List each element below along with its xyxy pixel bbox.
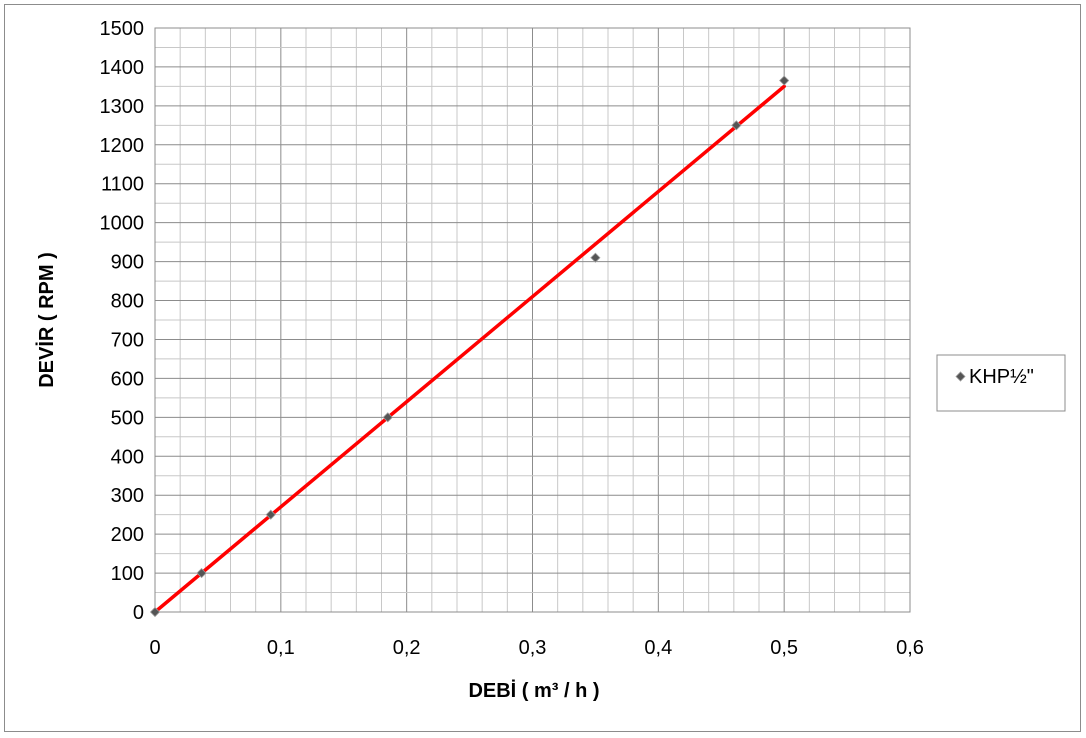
x-tick-label: 0,3 (519, 637, 547, 659)
x-tick-label: 0,5 (770, 637, 798, 659)
y-tick-label: 1000 (100, 213, 145, 235)
data-point-diamond (779, 75, 790, 86)
data-point-diamond (196, 568, 207, 579)
data-point-diamond (590, 252, 601, 263)
y-tick-label: 700 (111, 329, 144, 351)
y-tick-label: 1300 (100, 96, 145, 118)
y-tick-label: 500 (111, 407, 144, 429)
y-tick-label: 1100 (101, 174, 144, 196)
legend-series-label: KHP½" (969, 366, 1034, 388)
data-points (149, 75, 790, 618)
y-tick-label: 400 (111, 446, 144, 468)
x-tick-label: 0,2 (393, 637, 421, 659)
linear-trendline (153, 84, 786, 614)
y-tick-label: 300 (111, 485, 144, 507)
y-tick-label: 600 (111, 368, 144, 390)
legend-box (936, 354, 1066, 412)
y-tick-label: 1400 (100, 57, 145, 79)
x-tick-label: 0,1 (267, 637, 295, 659)
x-axis-ticks: 0 0,1 0,2 0,3 0,4 0,5 0,6 (149, 637, 923, 659)
x-axis-title: DEBİ ( m³ / h ) (468, 679, 599, 702)
data-point-diamond (731, 120, 742, 131)
data-point-diamond (149, 606, 161, 618)
y-tick-label: 100 (111, 563, 144, 585)
y-tick-label: 1500 (100, 18, 145, 40)
y-axis-title: DEVİR ( RPM ) (35, 252, 58, 388)
legend-diamond-marker-icon (955, 371, 966, 382)
y-tick-label: 1200 (100, 135, 145, 157)
legend: KHP½" (936, 354, 1066, 412)
data-point-diamond (382, 412, 393, 423)
y-tick-label: 0 (133, 602, 144, 624)
x-tick-label: 0,4 (644, 637, 672, 659)
plot-area-border (154, 27, 911, 613)
y-tick-label: 200 (111, 524, 144, 546)
x-tick-label: 0 (149, 637, 160, 659)
y-axis-ticks: 0 100 200 300 400 500 600 700 800 900 1000 1100 1200… (100, 18, 145, 624)
x-tick-label: 0,6 (896, 637, 924, 659)
grid-lines (154, 27, 911, 613)
y-tick-label: 800 (111, 291, 144, 313)
y-tick-label: 900 (111, 252, 144, 274)
data-point-diamond (265, 509, 276, 520)
